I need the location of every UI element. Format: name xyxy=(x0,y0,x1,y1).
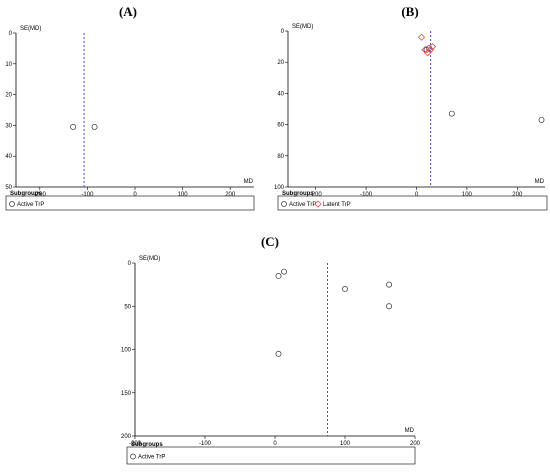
y-tick-label: 100 xyxy=(121,348,132,354)
y-tick-label: 0 xyxy=(9,31,13,37)
y-tick-label: 20 xyxy=(5,93,12,99)
active-trp-point xyxy=(386,303,393,310)
y-axis-label: SE(MD) xyxy=(20,26,41,32)
panel-title: (A) xyxy=(119,4,137,19)
legend: Subgroups Active TrP xyxy=(126,442,416,465)
x-tick-label: -200 xyxy=(310,192,323,198)
latent-trp-point xyxy=(417,33,426,41)
latent-trp-point xyxy=(427,46,435,54)
x-tick-label: 100 xyxy=(340,441,351,447)
x-axis-label: MD xyxy=(535,179,545,185)
y-tick-label: 40 xyxy=(5,154,12,160)
active-trp-point xyxy=(91,123,98,130)
legend-box xyxy=(277,195,548,211)
y-tick-label: 30 xyxy=(5,123,12,129)
legend-box xyxy=(126,446,416,465)
x-tick-label: -200 xyxy=(129,441,142,447)
legend-circle-icon xyxy=(9,201,15,207)
x-tick-label: 200 xyxy=(410,441,421,447)
x-tick-label: 200 xyxy=(225,192,236,198)
legend-circle-icon xyxy=(130,453,136,460)
active-trp-point xyxy=(448,110,455,117)
active-trp-point xyxy=(538,116,545,123)
y-tick-label: 200 xyxy=(121,434,132,440)
active-trp-point xyxy=(275,350,282,357)
y-tick-label: 150 xyxy=(121,391,132,397)
panel-title: (B) xyxy=(401,4,418,19)
y-tick-label: 10 xyxy=(5,62,12,68)
legend: Subgroups Active TrP xyxy=(5,191,255,211)
legend-box xyxy=(5,195,255,211)
active-trp-point xyxy=(275,273,282,279)
legend-entry: Active TrP xyxy=(289,202,316,208)
y-tick-label: 0 xyxy=(128,261,132,267)
active-trp-point xyxy=(386,281,393,288)
y-axis-label: SE(MD) xyxy=(139,256,160,262)
legend: Subgroups Active TrP Latent TrP xyxy=(277,191,548,211)
x-tick-label: -100 xyxy=(199,441,212,447)
panel-title: (C) xyxy=(261,234,279,249)
legend-entry: Active TrP xyxy=(17,202,44,208)
legend-diamond-icon xyxy=(314,200,322,208)
legend-entry: Active TrP xyxy=(138,455,165,461)
x-tick-label: 100 xyxy=(178,192,189,198)
legend-entry: Latent TrP xyxy=(323,202,351,208)
y-tick-label: 100 xyxy=(274,185,285,191)
y-tick-label: 0 xyxy=(281,29,285,35)
x-tick-label: -100 xyxy=(81,192,94,198)
x-tick-label: -100 xyxy=(360,192,373,198)
x-axis-label: MD xyxy=(405,428,415,434)
active-trp-point xyxy=(70,123,77,130)
legend-title: Subgroups xyxy=(131,442,163,448)
x-tick-label: 200 xyxy=(512,192,523,198)
y-tick-label: 50 xyxy=(5,185,12,191)
active-trp-point xyxy=(342,286,348,292)
x-tick-label: 0 xyxy=(133,192,137,198)
y-tick-label: 20 xyxy=(277,60,284,66)
y-tick-label: 50 xyxy=(124,304,131,310)
legend-title: Subgroups xyxy=(10,191,42,197)
x-tick-label: -200 xyxy=(34,192,47,198)
active-trp-point xyxy=(281,268,288,275)
y-tick-label: 40 xyxy=(277,91,284,97)
x-tick-label: 0 xyxy=(273,441,277,447)
y-tick-label: 80 xyxy=(277,154,284,160)
latent-trp-point xyxy=(429,43,437,51)
y-axis-label: SE(MD) xyxy=(292,24,313,30)
legend-circle-icon xyxy=(281,201,287,207)
x-tick-label: 0 xyxy=(415,192,419,198)
legend-title: Subgroups xyxy=(282,191,314,197)
x-axis-label: MD xyxy=(244,179,254,185)
y-tick-label: 60 xyxy=(277,123,284,129)
x-tick-label: 100 xyxy=(462,192,473,198)
